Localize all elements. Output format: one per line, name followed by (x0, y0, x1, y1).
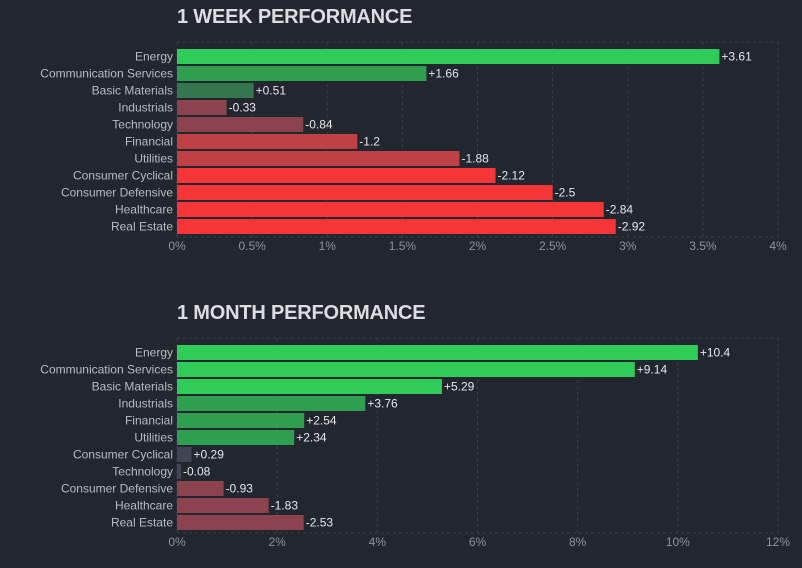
category-label: Real Estate (111, 220, 173, 234)
x-tick-label: 8% (569, 535, 587, 549)
category-label: Consumer Defensive (61, 482, 173, 496)
week-performance-chart: 0% 0.5% 1% 1.5% 2% 2.5% 3% 3.5% 4% Energy +3.61 Com… (40, 41, 787, 253)
bar[interactable] (177, 498, 269, 513)
value-label: -2.5 (555, 186, 576, 200)
bar[interactable] (177, 66, 427, 81)
category-label: Basic Materials (92, 84, 173, 98)
month-performance-panel: 1 MONTH PERFORMANCE 0% 2% 4% 6% 8% 10% 12% Ener… (0, 296, 802, 568)
category-label: Basic Materials (92, 380, 173, 394)
category-label: Financial (125, 414, 173, 428)
x-tick-label: 1% (319, 239, 337, 253)
value-label: +2.34 (296, 431, 327, 445)
value-label: +9.14 (637, 363, 668, 377)
value-label: +0.29 (194, 448, 225, 462)
category-label: Real Estate (111, 516, 173, 530)
category-label: Energy (135, 50, 173, 64)
bar[interactable] (177, 430, 295, 445)
x-tick-label: 0% (168, 239, 186, 253)
value-label: -0.33 (229, 101, 257, 115)
x-tick-label: 12% (766, 535, 790, 549)
bar[interactable] (177, 464, 182, 479)
value-label: -2.84 (606, 203, 634, 217)
bar[interactable] (177, 379, 442, 394)
category-label: Communication Services (40, 363, 173, 377)
value-label: -2.53 (306, 516, 334, 530)
x-tick-label: 2.5% (539, 239, 567, 253)
month-chart-title: 1 MONTH PERFORMANCE (177, 302, 426, 324)
category-label: Industrials (118, 101, 173, 115)
week-performance-panel: 1 WEEK PERFORMANCE 0% 0.5% 1% 1.5% 2% 2.5% 3% 3… (40, 6, 787, 253)
x-tick-label: 6% (469, 535, 487, 549)
value-label: -1.2 (359, 135, 380, 149)
value-label: -0.08 (183, 465, 211, 479)
category-label: Consumer Cyclical (73, 169, 173, 183)
value-label: +5.29 (444, 380, 475, 394)
bar[interactable] (177, 515, 304, 530)
bar[interactable] (177, 345, 698, 360)
bar[interactable] (177, 447, 192, 462)
category-label: Communication Services (40, 67, 173, 81)
value-label: +3.76 (367, 397, 398, 411)
x-tick-label: 4% (769, 239, 787, 253)
bar[interactable] (177, 151, 460, 166)
value-label: -0.84 (305, 118, 333, 132)
value-label: -2.12 (498, 169, 526, 183)
category-label: Technology (112, 118, 173, 132)
x-tick-label: 4% (369, 535, 387, 549)
x-tick-label: 3% (619, 239, 637, 253)
x-tick-label: 1.5% (389, 239, 417, 253)
category-label: Healthcare (115, 499, 173, 513)
bar[interactable] (177, 100, 227, 115)
value-label: -1.88 (461, 152, 489, 166)
bar[interactable] (177, 481, 224, 496)
category-label: Industrials (118, 397, 173, 411)
bar[interactable] (177, 219, 616, 234)
bar[interactable] (177, 362, 635, 377)
category-label: Consumer Cyclical (73, 448, 173, 462)
bar[interactable] (177, 396, 366, 411)
category-label: Healthcare (115, 203, 173, 217)
month-performance-chart: 0% 2% 4% 6% 8% 10% 12% Energy +10.4 Communication… (40, 337, 790, 549)
bar[interactable] (177, 185, 553, 200)
category-label: Financial (125, 135, 173, 149)
value-label: -2.92 (618, 220, 646, 234)
value-label: -1.83 (271, 499, 299, 513)
value-label: +1.66 (428, 67, 459, 81)
x-tick-label: 0% (168, 535, 186, 549)
bar[interactable] (177, 134, 358, 149)
category-label: Utilities (134, 431, 173, 445)
week-chart-title: 1 WEEK PERFORMANCE (177, 6, 413, 28)
x-tick-label: 10% (666, 535, 690, 549)
x-tick-label: 2% (469, 239, 487, 253)
bar[interactable] (177, 83, 254, 98)
value-label: +10.4 (700, 346, 731, 360)
value-label: -0.93 (226, 482, 254, 496)
x-tick-label: 2% (268, 535, 286, 549)
value-label: +2.54 (306, 414, 337, 428)
category-label: Utilities (134, 152, 173, 166)
category-label: Energy (135, 346, 173, 360)
category-label: Consumer Defensive (61, 186, 173, 200)
value-label: +3.61 (721, 50, 752, 64)
bar[interactable] (177, 202, 604, 217)
bar[interactable] (177, 49, 720, 64)
bar[interactable] (177, 168, 496, 183)
bar[interactable] (177, 117, 304, 132)
x-tick-label: 0.5% (238, 239, 266, 253)
x-tick-label: 3.5% (689, 239, 717, 253)
bar[interactable] (177, 413, 305, 428)
value-label: +0.51 (256, 84, 287, 98)
category-label: Technology (112, 465, 173, 479)
